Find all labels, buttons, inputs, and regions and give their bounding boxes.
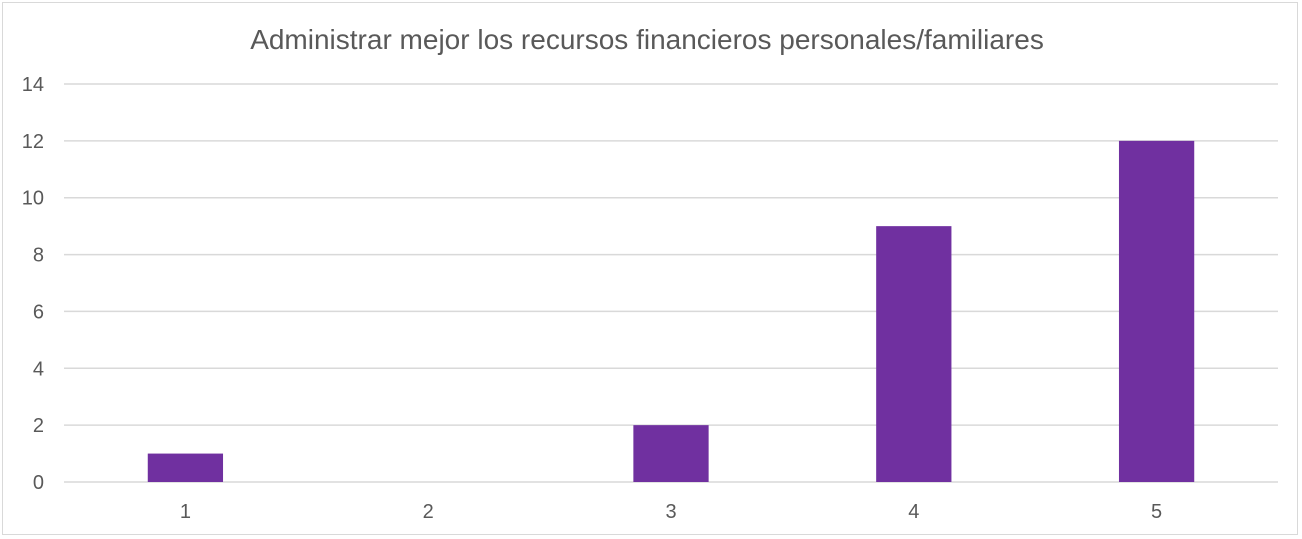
- x-tick-label: 4: [908, 501, 919, 523]
- y-tick-label: 2: [33, 415, 44, 437]
- y-axis-ticks: 0 2 4 6 8 10 12 14: [22, 74, 44, 494]
- y-tick-label: 12: [22, 131, 44, 153]
- y-tick-label: 14: [22, 74, 44, 96]
- x-tick-label: 1: [180, 501, 191, 523]
- x-axis-ticks: 1 2 3 4 5: [180, 501, 1162, 523]
- y-tick-label: 6: [33, 301, 44, 323]
- y-tick-label: 8: [33, 245, 44, 267]
- bar-1: [147, 453, 224, 482]
- bar-3: [633, 425, 709, 482]
- x-tick-label: 5: [1151, 501, 1162, 523]
- gridlines: [64, 83, 1278, 483]
- x-tick-label: 2: [423, 501, 434, 523]
- chart-title: Administrar mejor los recursos financier…: [250, 24, 1044, 55]
- bars: [147, 140, 1195, 482]
- bar-4: [876, 226, 952, 482]
- y-tick-label: 0: [33, 472, 44, 494]
- bar-5: [1118, 140, 1195, 482]
- y-tick-label: 10: [22, 188, 44, 210]
- y-tick-label: 4: [33, 358, 44, 380]
- x-tick-label: 3: [665, 501, 676, 523]
